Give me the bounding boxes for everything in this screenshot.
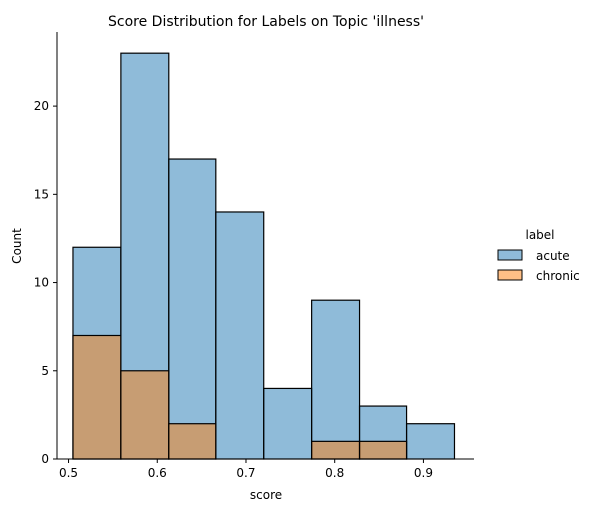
bar-acute-7 bbox=[405, 423, 456, 460]
y-axis: 0 5 10 15 20 bbox=[34, 32, 58, 466]
bar-chronic-0 bbox=[72, 334, 122, 460]
y-tick-label: 0 bbox=[41, 452, 49, 466]
x-axis-label: score bbox=[250, 488, 282, 502]
bar-acute-5 bbox=[311, 299, 361, 460]
legend-swatch-chronic bbox=[497, 269, 523, 281]
bar-acute-4 bbox=[263, 387, 313, 460]
bar-acute-2 bbox=[168, 158, 217, 460]
x-tick-label: 0.8 bbox=[325, 466, 344, 480]
x-tick-label: 0.9 bbox=[414, 466, 433, 480]
bar-chronic-2 bbox=[168, 423, 217, 460]
chart-title: Score Distribution for Labels on Topic '… bbox=[108, 14, 424, 30]
bar-chronic-1 bbox=[120, 370, 170, 460]
x-axis: 0.5 0.6 0.7 0.8 0.9 bbox=[57, 458, 474, 480]
y-axis-label: Count bbox=[10, 228, 24, 264]
y-tick-label: 5 bbox=[41, 364, 49, 378]
y-tick-label: 15 bbox=[34, 187, 49, 201]
y-tick-label: 10 bbox=[34, 276, 49, 290]
x-tick-label: 0.5 bbox=[59, 466, 78, 480]
legend-label-chronic: chronic bbox=[536, 269, 580, 283]
x-tick-label: 0.6 bbox=[148, 466, 167, 480]
bar-chronic-5 bbox=[311, 440, 361, 460]
bar-chronic-6 bbox=[358, 440, 408, 460]
legend-title: label bbox=[525, 228, 554, 242]
x-tick-label: 0.7 bbox=[236, 466, 255, 480]
legend: label acute chronic bbox=[497, 228, 580, 283]
y-tick-label: 20 bbox=[34, 99, 49, 113]
legend-swatch-acute bbox=[497, 249, 523, 261]
bar-acute-3 bbox=[215, 211, 265, 460]
legend-label-acute: acute bbox=[536, 249, 570, 263]
